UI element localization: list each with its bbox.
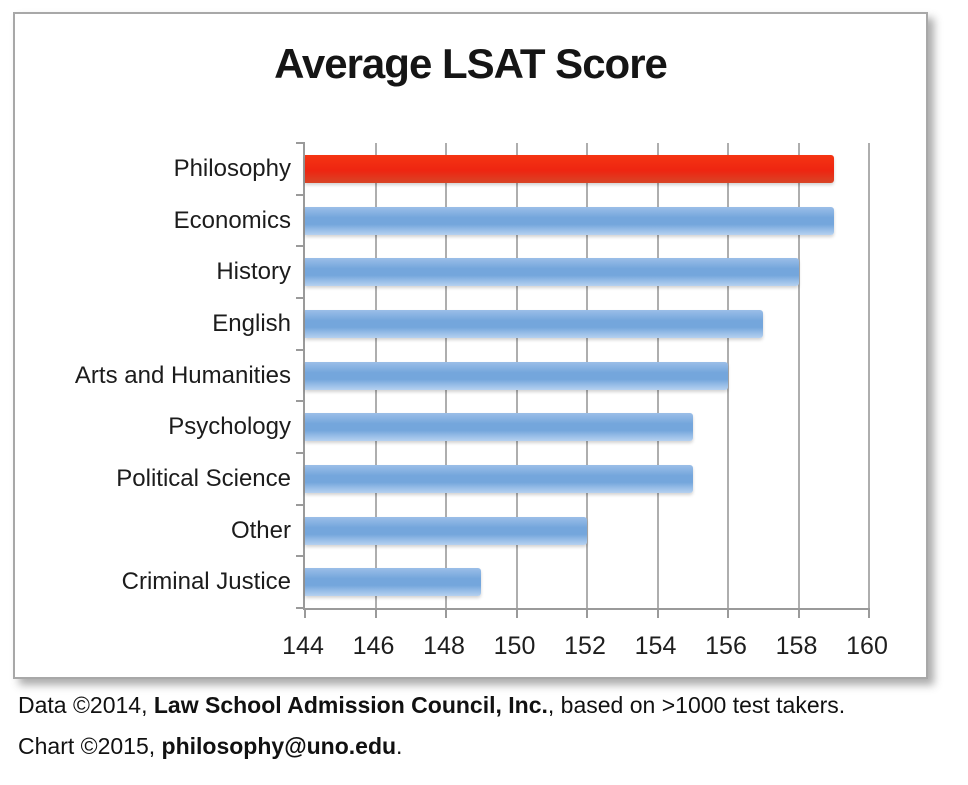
category-label-philosophy: Philosophy — [173, 155, 291, 182]
attribution-footer: Data ©2014, Law School Admission Council… — [18, 692, 845, 774]
bar-other — [305, 516, 587, 545]
category-label-criminal-justice: Criminal Justice — [121, 568, 291, 596]
bar-english — [305, 309, 764, 338]
y-axis-tick — [296, 245, 305, 248]
x-tick-label-156: 156 — [705, 632, 747, 660]
value-axis-labels: 144 146 148 150 152 154 156 158 160 — [282, 632, 888, 666]
y-axis-tick — [296, 555, 305, 558]
x-axis-tick-144 — [304, 608, 306, 618]
chart-credit-prefix: Chart ©2015, — [18, 733, 162, 759]
data-credit-prefix: Data ©2014, — [18, 692, 154, 718]
y-axis-tick — [296, 503, 305, 506]
x-tick-label-146: 146 — [352, 632, 395, 660]
chart-credit-suffix: . — [396, 733, 403, 759]
x-axis-tick-150 — [515, 608, 518, 618]
y-axis-tick — [296, 142, 305, 144]
y-axis-tick — [296, 348, 305, 351]
data-credit-line: Data ©2014, Law School Admission Council… — [18, 692, 845, 719]
y-axis-tick — [296, 297, 305, 299]
x-axis-tick-152 — [586, 608, 588, 618]
bar-arts-and-humanities — [305, 361, 728, 390]
bar-economics — [305, 206, 834, 235]
y-axis-tick — [296, 400, 305, 403]
category-label-history: History — [216, 258, 291, 286]
data-credit-suffix: , based on >1000 test takers. — [547, 692, 846, 718]
gridline-160 — [868, 143, 870, 608]
x-axis-tick-154 — [656, 608, 659, 618]
bar-psychology — [305, 413, 693, 442]
x-axis-tick-160 — [868, 608, 870, 618]
chart-credit-line: Chart ©2015, philosophy@uno.edu. — [18, 733, 845, 760]
category-label-other: Other — [230, 516, 291, 544]
category-label-political-science: Political Science — [116, 465, 291, 492]
x-tick-label-158: 158 — [775, 632, 818, 660]
category-axis-labels: Philosophy Economics History English Arts an… — [15, 143, 291, 608]
bar-philosophy — [305, 154, 834, 183]
x-tick-label-144: 144 — [282, 632, 324, 660]
data-credit-source: Law School Admission Council, Inc. — [153, 692, 548, 718]
bar-history — [305, 258, 799, 287]
y-axis-tick — [296, 452, 305, 454]
gridline-158 — [797, 143, 800, 608]
x-tick-label-154: 154 — [634, 632, 677, 660]
x-tick-label-148: 148 — [423, 632, 465, 660]
category-label-arts-and-humanities: Arts and Humanities — [74, 361, 291, 389]
bar-political-science — [305, 464, 693, 493]
chart-figure: Average LSAT Score Philosophy Economics Hi… — [13, 12, 928, 679]
gridline-156 — [727, 143, 729, 608]
bar-criminal-justice — [305, 568, 482, 597]
x-tick-label-160: 160 — [846, 632, 888, 660]
category-label-english: English — [212, 310, 291, 337]
plot-area — [296, 142, 870, 618]
x-axis-tick-146 — [374, 608, 377, 618]
x-axis-tick-156 — [727, 608, 729, 618]
y-axis-tick — [296, 607, 305, 609]
category-label-psychology: Psychology — [168, 413, 291, 441]
chart-title: Average LSAT Score — [274, 40, 668, 87]
x-axis-tick-148 — [445, 608, 447, 618]
chart-credit-email: philosophy@uno.edu — [161, 733, 397, 759]
x-axis-tick-158 — [797, 608, 800, 618]
x-tick-label-150: 150 — [493, 632, 536, 660]
category-label-economics: Economics — [173, 206, 291, 234]
y-axis-tick — [296, 193, 305, 196]
x-tick-label-152: 152 — [564, 632, 606, 660]
